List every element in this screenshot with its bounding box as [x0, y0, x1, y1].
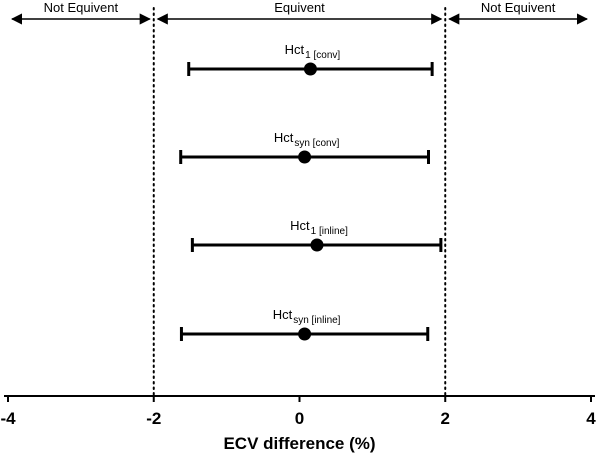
series-label: Hct1 [inline] [290, 218, 348, 237]
series-label-subscript: 1 [conv] [305, 50, 340, 61]
series-label-subscript: syn [conv] [294, 138, 339, 149]
region-label-bg [271, 0, 328, 16]
series-label-subscript: syn [inline] [293, 315, 340, 326]
x-tick-label: 0 [295, 409, 304, 428]
x-tick-label: 4 [586, 409, 596, 428]
series-label-main: Hct [285, 42, 305, 57]
estimate-series: Hct1 [conv]Hctsyn [conv]Hct1 [inline]Hct… [179, 42, 443, 341]
x-tick-label: 2 [441, 409, 450, 428]
region-label-bg [40, 0, 122, 16]
series-label: Hct1 [conv] [285, 42, 341, 61]
point-estimate [298, 150, 312, 164]
region-label: Equivent [274, 0, 325, 15]
series-row: Hctsyn [inline] [179, 307, 430, 341]
series-label-main: Hct [274, 130, 294, 145]
region-label: Not Equivent [44, 0, 119, 15]
series-row: Hct1 [inline] [190, 218, 443, 252]
x-tick-label: -2 [146, 409, 161, 428]
x-axis-title: ECV difference (%) [223, 434, 375, 453]
series-label-main: Hct [273, 307, 293, 322]
series-label-main: Hct [290, 218, 310, 233]
series-row: Hct1 [conv] [187, 42, 434, 76]
x-tick-label: -4 [0, 409, 16, 428]
point-estimate [310, 238, 324, 252]
series-label: Hctsyn [inline] [273, 307, 341, 326]
x-axis: -4 -2 0 2 4 [0, 395, 596, 428]
point-estimate [303, 62, 317, 76]
series-row: Hctsyn [conv] [179, 130, 430, 164]
series-label-subscript: 1 [inline] [311, 226, 348, 237]
series-label: Hctsyn [conv] [274, 130, 340, 149]
region-label-bg [477, 0, 559, 16]
equivalence-margin-lines [152, 7, 447, 397]
point-estimate [298, 327, 312, 341]
region-annotations: Not Equivent Equivent Not Equivent [10, 0, 589, 25]
region-label: Not Equivent [481, 0, 556, 15]
